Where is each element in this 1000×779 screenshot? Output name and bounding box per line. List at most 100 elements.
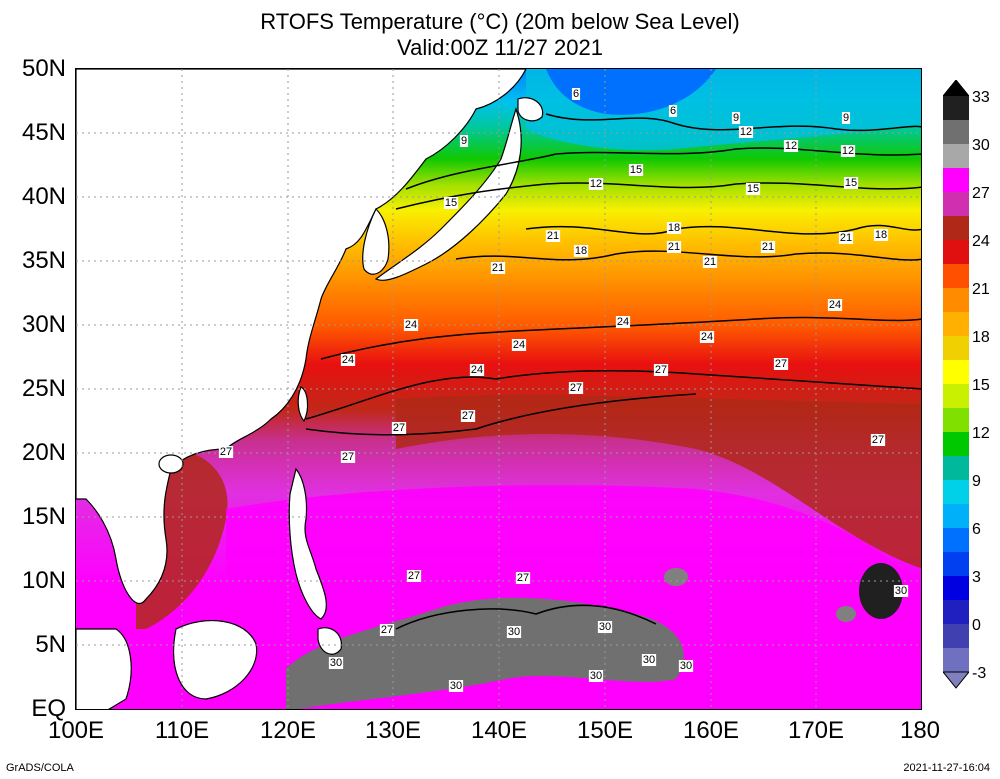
contour-label-bg: [597, 621, 613, 633]
isotherm-27: [305, 369, 921, 420]
contour-label: 30: [450, 680, 462, 692]
colorbar-label-6: 6: [972, 521, 981, 538]
contour-label: 27: [517, 572, 529, 584]
contour-label-bg: [641, 654, 657, 666]
colorbar-label-12: 12: [972, 425, 990, 442]
y-label-40n: 40N: [21, 183, 66, 210]
japan-honshu: [374, 107, 522, 281]
contour-label-bg: [571, 88, 581, 100]
hainan: [158, 454, 184, 474]
colorbar-step: [943, 480, 969, 505]
asia-mainland: [76, 69, 527, 605]
x-label-160e: 160E: [682, 717, 740, 744]
contour-label-bg: [588, 670, 604, 682]
x-label-150e: 150E: [576, 717, 634, 744]
x-label-100e: 100E: [47, 717, 105, 744]
colorbar-step: [943, 168, 969, 193]
contour-label: 21: [492, 262, 504, 274]
x-label-120e: 120E: [259, 717, 317, 744]
colorbar-step: [943, 456, 969, 481]
contour-label: 27: [872, 434, 884, 446]
contour-label-bg: [827, 299, 843, 311]
contour-label: 27: [408, 570, 420, 582]
colorbar-label-18: 18: [972, 329, 990, 346]
colorbar: [943, 80, 969, 689]
colorbar-label-15: 15: [972, 377, 990, 394]
contour-label-bg: [218, 446, 234, 458]
colorbar-step: [943, 384, 969, 409]
contour-label: 27: [342, 451, 354, 463]
contour-label: 27: [775, 358, 787, 370]
contour-label: 12: [842, 145, 854, 157]
map-title: RTOFS Temperature (°C) (20m below Sea Le…: [260, 9, 740, 34]
y-label-50n: 50N: [21, 55, 66, 82]
contour-label: 30: [590, 670, 602, 682]
contour-label-bg: [568, 382, 584, 394]
x-label-140e: 140E: [470, 717, 528, 744]
contour-label-bg: [328, 657, 344, 669]
colorbar-top-arrow: [943, 80, 969, 97]
borneo: [173, 619, 258, 700]
contour-label-bg: [783, 140, 799, 152]
y-label-20n: 20N: [21, 439, 66, 466]
contour-label: 27: [462, 410, 474, 422]
colorbar-step: [943, 96, 969, 121]
map-svg: 6 6 9 9 9 12 12 12 12 15 15 15 15 18 18 …: [76, 69, 921, 709]
colorbar-step: [943, 144, 969, 169]
contour-label: 9: [461, 135, 467, 147]
japan-hokkaido: [517, 97, 544, 122]
colorbar-step: [943, 336, 969, 361]
contour-label: 30: [508, 626, 520, 638]
colorbar-step: [943, 528, 969, 553]
colorbar-step: [943, 600, 969, 625]
contour-label: 9: [733, 112, 739, 124]
contour-label: 9: [843, 112, 849, 124]
colorbar-step: [943, 504, 969, 529]
isotherm-27b: [305, 393, 697, 436]
contour-label-bg: [840, 145, 856, 157]
contour-label-bg: [448, 680, 464, 692]
contour-label-bg: [506, 626, 522, 638]
contour-label-bg: [391, 422, 407, 434]
korea: [362, 207, 390, 275]
temperature-map: 6 6 9 9 9 12 12 12 12 15 15 15 15 18 18 …: [75, 68, 922, 710]
colorbar-bottom-arrow: [943, 671, 969, 689]
y-label-25n: 25N: [21, 375, 66, 402]
contour-label-bg: [403, 319, 419, 331]
contour-label: 6: [573, 88, 579, 100]
colorbar-steps: [943, 96, 969, 673]
contour-label-bg: [841, 112, 851, 124]
colorbar-label-30: 30: [972, 137, 990, 154]
contour-label-bg: [469, 364, 485, 376]
x-label-180: 180: [899, 717, 941, 744]
contour-label: 24: [471, 364, 483, 376]
contour-label: 24: [342, 354, 354, 366]
contour-label-bg: [870, 434, 886, 446]
contour-label: 30: [895, 585, 907, 597]
y-label-5n: 5N: [35, 631, 66, 658]
colorbar-step: [943, 312, 969, 337]
contour-label: 15: [845, 177, 857, 189]
colorbar-step: [943, 120, 969, 145]
contour-label-bg: [838, 232, 854, 244]
contour-label: 18: [575, 245, 587, 257]
contour-label: 24: [513, 339, 525, 351]
x-label-110e: 110E: [154, 717, 210, 744]
colorbar-step: [943, 192, 969, 217]
contour-label: 12: [785, 140, 797, 152]
colorbar-step: [943, 552, 969, 577]
contour-label: 21: [547, 230, 559, 242]
colorbar-label-27: 27: [972, 185, 990, 202]
contour-label-bg: [460, 410, 476, 422]
taiwan: [297, 386, 309, 423]
colorbar-label-0: 0: [972, 617, 981, 634]
contour-label-bg: [666, 241, 682, 253]
contour-label-bg: [678, 660, 694, 672]
contour-label: 27: [381, 624, 393, 636]
contour-label-bg: [588, 178, 604, 190]
colorbar-label-3: 3: [972, 569, 981, 586]
isotherm-18: [525, 224, 921, 235]
contour-label-bg: [653, 364, 669, 376]
malay-peninsula: [76, 628, 132, 709]
contour-label: 15: [630, 164, 642, 176]
